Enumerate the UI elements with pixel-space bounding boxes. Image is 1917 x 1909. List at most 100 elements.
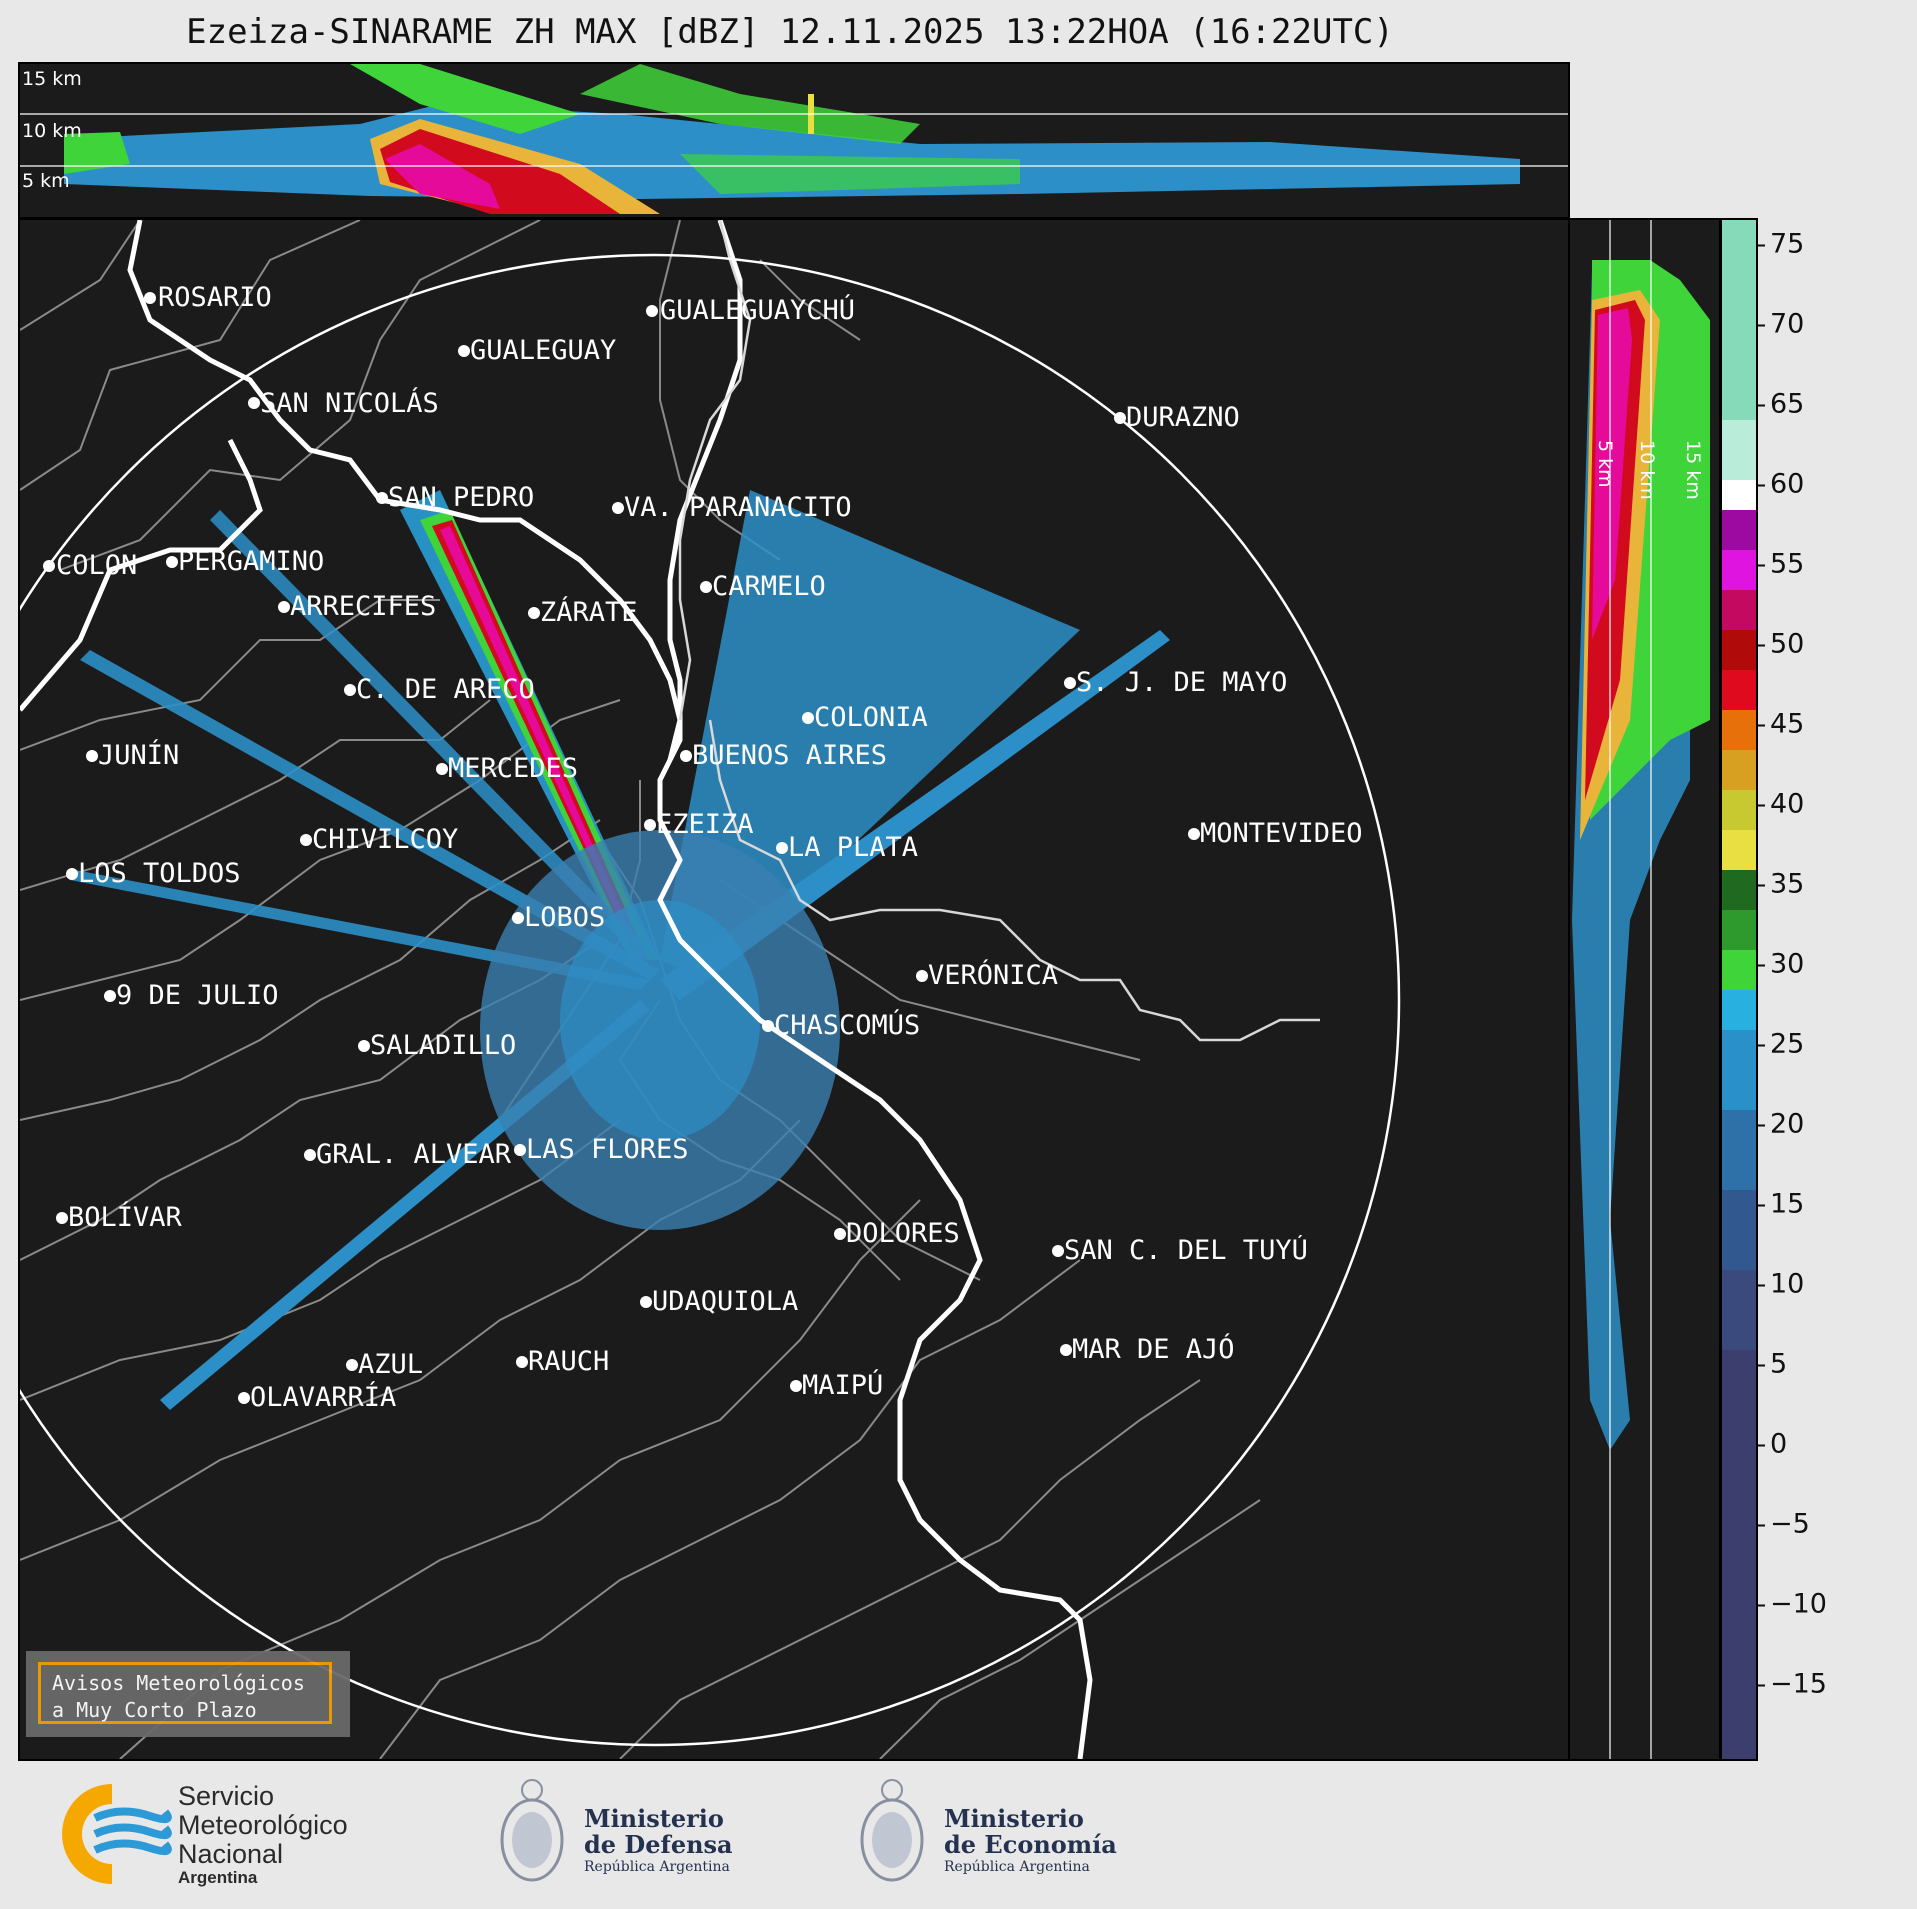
city-label-mar-de-ajo: MAR DE AJÓ <box>1072 1334 1235 1365</box>
city-dot-gualeguaychu <box>646 305 658 317</box>
economia-line-1: Ministerio <box>944 1804 1084 1833</box>
city-dot-lobos <box>512 912 524 924</box>
economia-line-3: República Argentina <box>944 1859 1090 1875</box>
city-dot-udaquiola <box>640 1296 652 1308</box>
smn-line-1: Servicio <box>178 1781 275 1811</box>
colorbar-tick: 45 <box>1758 709 1820 740</box>
top-alt-label-10: 10 km <box>22 120 82 142</box>
top-alt-label-15: 15 km <box>22 68 82 90</box>
city-dot-s-j-de-mayo <box>1064 677 1076 689</box>
radar-map-panel: ROSARIO GUALEGUAYCHÚ GUALEGUAY SAN NICOL… <box>18 218 1570 1761</box>
defensa-line-3: República Argentina <box>584 1859 730 1875</box>
city-label-arrecifes: ARRECIFES <box>290 591 437 622</box>
city-dot-pergamino <box>166 556 178 568</box>
colorbar-tick: 35 <box>1758 869 1820 900</box>
top-alt-label-5: 5 km <box>22 170 70 192</box>
side-alt-label-15: 15 km <box>1682 440 1704 500</box>
city-dot-mar-de-ajo <box>1060 1344 1072 1356</box>
city-dot-zarate <box>528 607 540 619</box>
city-dot-san-c-del-tuyu <box>1052 1245 1064 1257</box>
aviso-line-1: Avisos Meteorológicos <box>52 1671 305 1695</box>
colorbar-tick: 15 <box>1758 1189 1820 1220</box>
city-label-san-nicolas: SAN NICOLÁS <box>260 388 439 419</box>
city-label-montevideo: MONTEVIDEO <box>1200 818 1363 849</box>
city-dot-dolores <box>834 1228 846 1240</box>
city-dot-junin <box>86 750 98 762</box>
city-dot-durazno <box>1114 412 1126 424</box>
city-label-saladillo: SALADILLO <box>370 1030 517 1061</box>
city-dot-la-plata <box>776 842 788 854</box>
range-ring <box>20 253 1401 1747</box>
aviso-inner-frame[interactable]: Avisos Meteorológicos a Muy Corto Plazo <box>38 1662 332 1724</box>
city-dot-olavarria <box>238 1392 250 1404</box>
city-dot-chascomus <box>762 1020 774 1032</box>
colorbar-tick: −10 <box>1758 1589 1827 1620</box>
top-cross-section-panel: 15 km 10 km 5 km <box>18 62 1570 219</box>
city-label-azul: AZUL <box>358 1349 424 1380</box>
city-dot-montevideo <box>1188 828 1200 840</box>
economia-shield-icon <box>860 1779 924 1882</box>
colorbar-tick: 30 <box>1758 949 1820 980</box>
colorbar-tick: 5 <box>1758 1349 1820 1380</box>
city-dot-gualeguay <box>458 345 470 357</box>
smn-line-3: Nacional <box>178 1839 284 1869</box>
city-label-durazno: DURAZNO <box>1126 402 1240 433</box>
city-label-udaquiola: UDAQUIOLA <box>652 1286 799 1317</box>
city-dot-san-pedro <box>376 492 388 504</box>
city-dot-buenos-aires <box>680 750 692 762</box>
city-label-colon: COLON <box>56 550 138 581</box>
colorbar-tick: 55 <box>1758 549 1820 580</box>
aviso-box[interactable]: Avisos Meteorológicos a Muy Corto Plazo <box>26 1651 350 1737</box>
defensa-logo-text: Ministerio de Defensa República Argentin… <box>584 1806 733 1876</box>
defensa-line-2: de Defensa <box>584 1830 733 1859</box>
city-label-gral-alvear: GRAL. ALVEAR <box>316 1139 512 1170</box>
city-label-s-j-de-mayo: S. J. DE MAYO <box>1076 667 1288 698</box>
smn-logo-text: Servicio Meteorológico Nacional Argentin… <box>178 1782 348 1887</box>
city-dot-gral-alvear <box>304 1149 316 1161</box>
colorbar-tick: 40 <box>1758 789 1820 820</box>
smn-logo-icon <box>62 1784 172 1884</box>
defensa-line-1: Ministerio <box>584 1804 724 1833</box>
defensa-shield-icon <box>500 1779 564 1882</box>
colorbar-tick: −15 <box>1758 1669 1827 1700</box>
top-cross-section-echoes <box>20 64 1568 214</box>
city-dot-maipu <box>790 1380 802 1392</box>
radar-echoes <box>70 490 1170 1410</box>
city-dot-saladillo <box>358 1040 370 1052</box>
city-label-mercedes: MERCEDES <box>448 753 579 784</box>
colorbar-gradient <box>1722 220 1756 1759</box>
city-label-buenos-aires: BUENOS AIRES <box>692 740 888 771</box>
colorbar <box>1720 218 1758 1761</box>
radar-map-canvas <box>20 220 1401 1759</box>
colorbar-tick: 75 <box>1758 229 1820 260</box>
city-dot-c-de-areco <box>344 684 356 696</box>
city-label-pergamino: PERGAMINO <box>178 546 325 577</box>
city-label-zarate: ZÁRATE <box>540 597 638 628</box>
city-label-gualeguaychu: GUALEGUAYCHÚ <box>660 295 856 326</box>
city-label-ezeiza: EZEIZA <box>656 809 754 840</box>
city-label-chascomus: CHASCOMÚS <box>774 1010 921 1041</box>
city-label-las-flores: LAS FLORES <box>526 1134 689 1165</box>
colorbar-tick: 0 <box>1758 1429 1820 1460</box>
city-dot-colon <box>43 560 55 572</box>
colorbar-tick: 10 <box>1758 1269 1820 1300</box>
city-label-san-c-del-tuyu-clip: SAN C. DEL TUYÚ <box>1064 1235 1568 1271</box>
city-dot-colonia <box>802 712 814 724</box>
uruguay-coast <box>678 220 1320 1042</box>
city-dot-rauch <box>516 1356 528 1368</box>
city-label-va-paranacito: VA. PARANACITO <box>624 492 852 523</box>
city-dot-las-flores <box>514 1144 526 1156</box>
side-alt-label-5: 5 km <box>1594 440 1616 488</box>
city-label-9-de-julio: 9 DE JULIO <box>116 980 279 1011</box>
colorbar-tick: −5 <box>1758 1509 1820 1540</box>
city-dot-los-toldos <box>66 868 78 880</box>
city-dot-carmelo <box>700 581 712 593</box>
city-dot-arrecifes <box>278 601 290 613</box>
colorbar-tick: 20 <box>1758 1109 1820 1140</box>
city-label-junin: JUNÍN <box>98 740 180 771</box>
city-label-lobos: LOBOS <box>524 902 606 933</box>
colorbar-tick: 70 <box>1758 309 1820 340</box>
city-label-dolores: DOLORES <box>846 1218 960 1249</box>
coastlines <box>20 220 1093 1759</box>
city-label-gualeguay: GUALEGUAY <box>470 335 617 366</box>
